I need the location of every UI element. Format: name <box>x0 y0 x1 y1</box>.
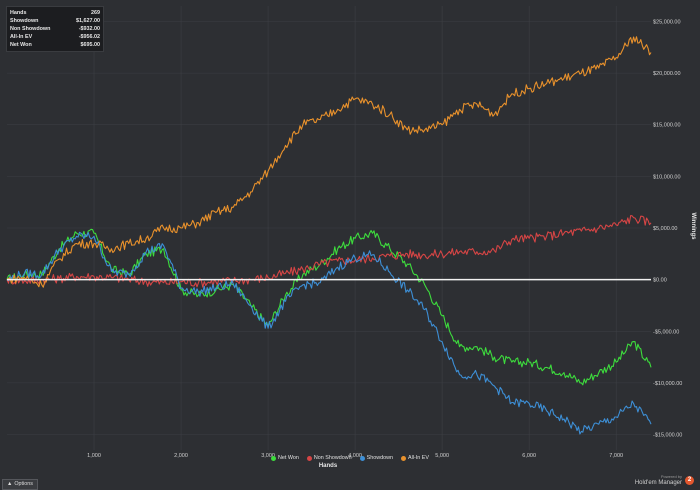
y-axis-label: Winnings <box>690 213 696 241</box>
legend-swatch <box>306 455 312 461</box>
y-tick-label: $20,000.00 <box>653 71 681 77</box>
x-axis-ticks: 1,000 2,000 3,000 4,000 5,000 6,000 7,000 <box>87 453 623 459</box>
stat-value: 269 <box>91 10 100 16</box>
legend-label: Net Won <box>278 455 299 461</box>
stats-row-all-in-ev: All-In EV -$956.02 <box>7 33 103 41</box>
legend-item-showdown[interactable]: Showdown <box>359 455 394 461</box>
legend-swatch <box>359 455 365 461</box>
legend-label: All-In EV <box>408 455 429 461</box>
stats-row-net-won: Net Won $695.00 <box>7 41 103 49</box>
stat-label: All-In EV <box>10 34 33 40</box>
series-line-non-showdown <box>6 215 652 288</box>
y-tick-label: -$15,000.00 <box>653 433 682 439</box>
stats-row-hands: Hands 269 <box>7 9 103 17</box>
y-axis-ticks: $25,000.00 $20,000.00 $15,000.00 $10,000.00… <box>653 19 682 438</box>
stats-row-non-showdown: Non Showdown -$932.00 <box>7 25 103 33</box>
x-tick-label: 1,000 <box>87 453 101 459</box>
stat-value: -$932.00 <box>78 26 100 32</box>
chevron-up-icon: ▲ <box>7 481 13 487</box>
x-tick-label: 7,000 <box>609 453 623 459</box>
legend-item-all-in-ev[interactable]: All-In EV <box>401 455 429 461</box>
options-button[interactable]: ▲ Options <box>2 479 38 490</box>
legend-swatch <box>271 455 276 461</box>
chart-legend: Net Won Non Showdown Showdown All-In EV <box>0 455 700 461</box>
x-tick-label: 2,000 <box>174 453 188 459</box>
legend-label: Showdown <box>366 455 394 461</box>
legend-item-non-showdown[interactable]: Non Showdown <box>306 455 352 461</box>
series-line-showdown <box>6 231 652 435</box>
y-tick-label: $0.00 <box>653 278 667 284</box>
stats-panel: Hands 269 Showdown $1,627.00 Non Showdown -… <box>6 6 104 52</box>
chart-grid <box>7 6 651 450</box>
y-tick-label: $25,000.00 <box>653 19 681 25</box>
legend-item-net-won[interactable]: Net Won <box>271 455 299 461</box>
stat-label: Non Showdown <box>10 26 51 32</box>
x-tick-label: 4,000 <box>348 453 362 459</box>
series-line-all-in-ev <box>6 36 652 288</box>
y-tick-label: $10,000.00 <box>653 174 681 180</box>
legend-label: Non Showdown <box>313 455 352 461</box>
hem-logo-icon: 2 <box>685 475 694 485</box>
stat-label: Net Won <box>10 42 32 48</box>
brand-name: Hold'em Manager <box>634 480 682 486</box>
stat-value: -$956.02 <box>78 34 100 40</box>
x-tick-label: 5,000 <box>435 453 449 459</box>
stat-label: Showdown <box>10 18 39 24</box>
chart-series <box>6 36 652 435</box>
stat-value: $1,627.00 <box>76 18 100 24</box>
x-axis-label: Hands <box>319 463 338 469</box>
stats-row-showdown: Showdown $1,627.00 <box>7 17 103 25</box>
y-tick-label: -$10,000.00 <box>653 381 682 387</box>
x-tick-label: 3,000 <box>261 453 275 459</box>
x-tick-label: 6,000 <box>522 453 536 459</box>
series-line-net-won <box>6 228 652 386</box>
y-tick-label: $15,000.00 <box>653 123 681 129</box>
options-label: Options <box>14 481 33 487</box>
stat-label: Hands <box>10 10 27 16</box>
brand-mark: Powered by Hold'em Manager 2 <box>635 474 694 486</box>
stat-value: $695.00 <box>80 42 101 48</box>
powered-by-text: Powered by <box>660 474 682 479</box>
legend-swatch <box>401 455 407 461</box>
y-tick-label: -$5,000.00 <box>653 329 679 335</box>
y-tick-label: $5,000.00 <box>653 226 677 232</box>
